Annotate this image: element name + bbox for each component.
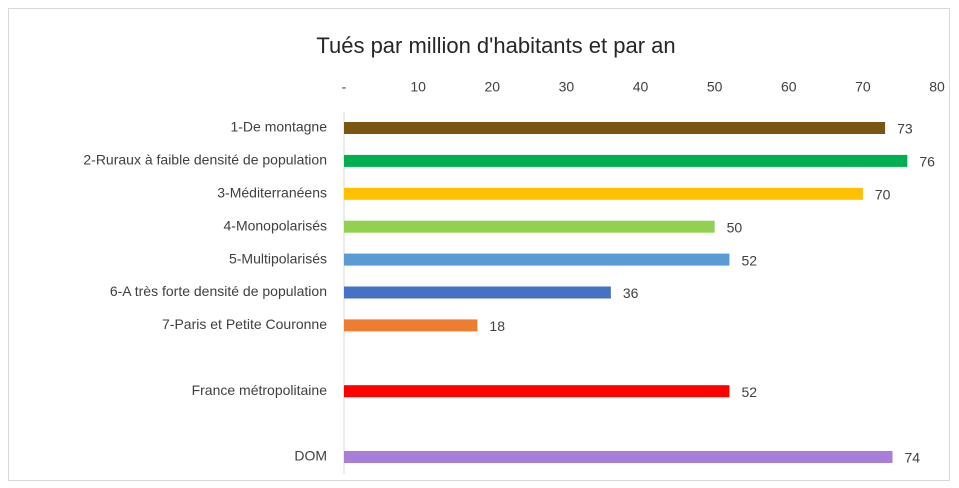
value-label: 70 (875, 187, 891, 203)
x-tick-label: 10 (410, 79, 426, 95)
value-label: 36 (623, 285, 639, 301)
x-tick-label: - (342, 79, 347, 95)
value-label: 50 (727, 219, 743, 235)
chart-border (8, 8, 950, 481)
x-tick-label: 80 (929, 79, 945, 95)
value-label: 74 (905, 450, 921, 466)
bar (344, 319, 478, 332)
bar (344, 451, 893, 463)
y-tick-label: 4-Monopolarisés (224, 217, 328, 233)
value-label: 52 (741, 384, 757, 400)
y-tick-label: 7-Paris et Petite Couronne (162, 316, 327, 332)
x-tick-label: 30 (559, 79, 575, 95)
y-tick-label: 2-Ruraux à faible densité de population (83, 152, 327, 168)
y-tick-label: France métropolitaine (192, 382, 328, 398)
bar (344, 154, 908, 167)
value-label: 76 (919, 154, 935, 170)
x-tick-label: 20 (484, 79, 500, 95)
y-tick-label: 6-A très forte densité de population (110, 283, 327, 299)
bar (344, 187, 863, 200)
y-tick-label: 5-Multipolarisés (229, 250, 327, 266)
y-tick-label: 3-Méditerranéens (217, 185, 327, 201)
y-tick-label: DOM (294, 448, 327, 464)
chart-title: Tués par million d'habitants et par an (316, 33, 675, 58)
y-tick-label: 1-De montagne (230, 119, 327, 135)
bar (344, 220, 715, 233)
bar (344, 122, 886, 134)
x-tick-label: 40 (633, 79, 649, 95)
x-tick-label: 70 (855, 79, 871, 95)
bar (344, 385, 730, 398)
value-label: 18 (489, 318, 505, 334)
x-tick-label: 60 (781, 79, 797, 95)
bar (344, 253, 730, 266)
bar (344, 286, 611, 299)
value-label: 73 (897, 121, 913, 137)
value-label: 52 (741, 252, 757, 268)
x-tick-label: 50 (707, 79, 723, 95)
